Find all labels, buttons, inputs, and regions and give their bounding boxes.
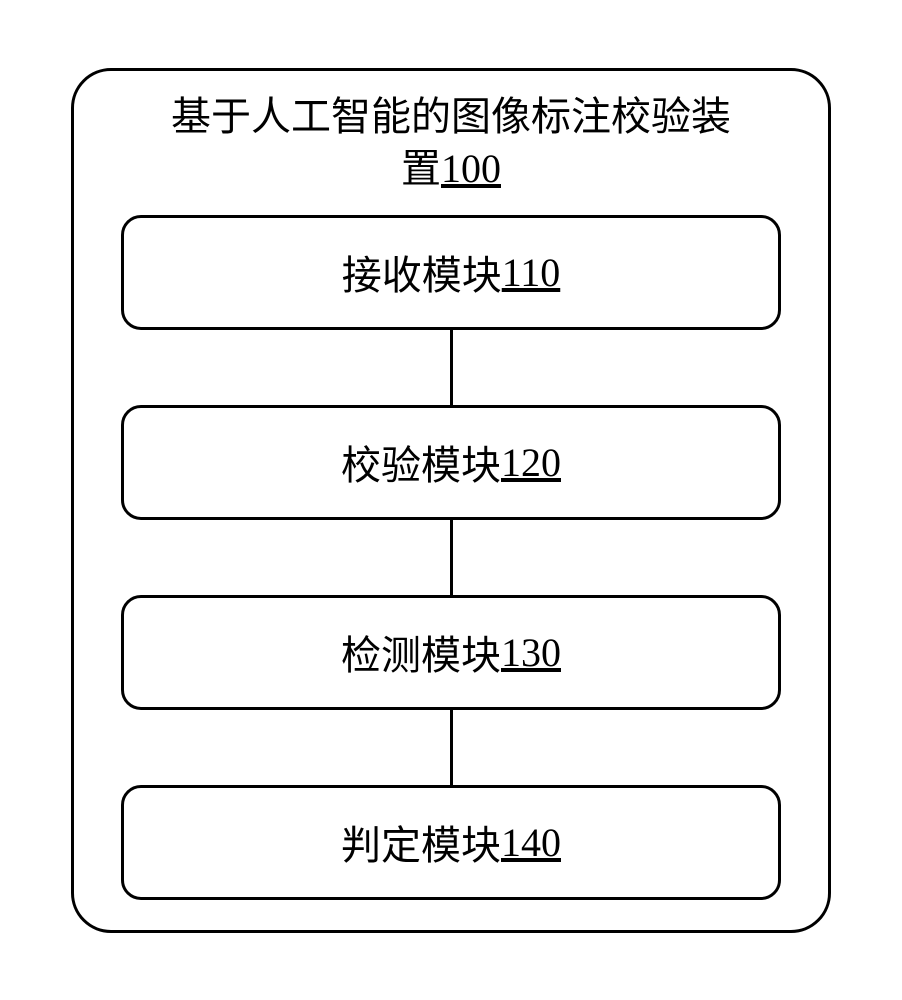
module-box-3: 检测模块130 xyxy=(121,595,781,710)
title-line-2-text: 置 xyxy=(401,146,441,191)
module-label-1: 接收模块 xyxy=(342,243,502,301)
module-number-3: 130 xyxy=(501,629,561,676)
connector-2-3 xyxy=(450,520,453,595)
diagram-title: 基于人工智能的图像标注校验装 置100 xyxy=(171,91,731,195)
diagram-outer-container: 基于人工智能的图像标注校验装 置100 接收模块110 校验模块120 检测模块… xyxy=(71,68,831,933)
title-line-2: 置100 xyxy=(171,143,731,195)
module-number-1: 110 xyxy=(502,249,561,296)
module-number-2: 120 xyxy=(501,439,561,486)
module-box-4: 判定模块140 xyxy=(121,785,781,900)
connector-1-2 xyxy=(450,330,453,405)
module-box-2: 校验模块120 xyxy=(121,405,781,520)
module-label-2: 校验模块 xyxy=(341,433,501,491)
connector-3-4 xyxy=(450,710,453,785)
title-line-1: 基于人工智能的图像标注校验装 xyxy=(171,91,731,143)
module-label-4: 判定模块 xyxy=(341,813,501,871)
title-number: 100 xyxy=(441,146,501,191)
module-label-3: 检测模块 xyxy=(341,623,501,681)
module-number-4: 140 xyxy=(501,819,561,866)
module-box-1: 接收模块110 xyxy=(121,215,781,330)
